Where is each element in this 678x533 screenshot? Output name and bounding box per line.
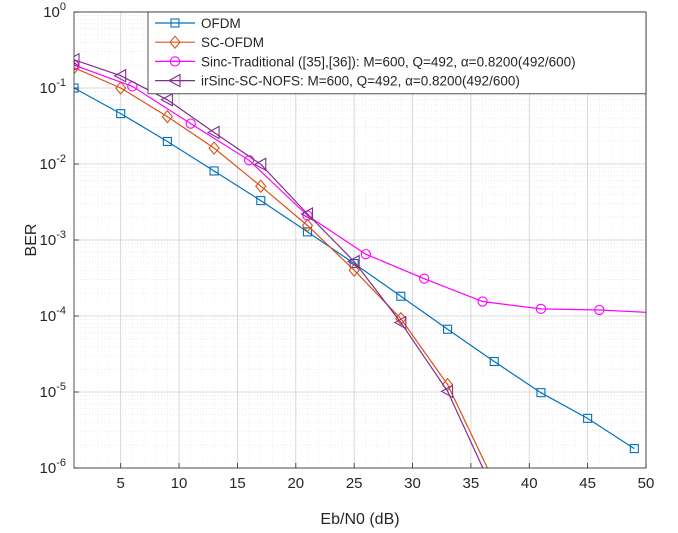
data-point: [302, 227, 313, 237]
x-tick-label: 25: [346, 475, 363, 492]
legend: OFDM SC-OFDM Sinc-Traditional ([35],[36]):…: [147, 11, 647, 95]
x-tick-label: 10: [171, 475, 188, 492]
series-4: [74, 52, 484, 468]
legend-box: [147, 11, 647, 95]
data-point: [348, 263, 360, 278]
tick-layer: 5 10 15 20 25 30 35 40 45 50 100 10-1 10-2 10-3 10-4 10…: [40, 1, 655, 492]
data-point: [208, 141, 220, 155]
legend-label: irSinc-SC-NOFS: M=600, Q=492, α=0.8200(4…: [201, 74, 520, 89]
x-tick-label: 45: [579, 475, 596, 492]
y-tick-label: 100: [43, 1, 66, 21]
data-point: [419, 273, 430, 284]
data-point: [443, 324, 453, 334]
legend-marker: [169, 35, 181, 50]
x-tick-label: 40: [521, 475, 538, 492]
data-point: [347, 254, 360, 269]
legend-marker: [169, 56, 181, 67]
data-point: [300, 207, 314, 221]
legend-marker: [170, 18, 180, 28]
data-point: [209, 166, 219, 176]
data-point: [536, 388, 546, 398]
legend-entry: irSinc-SC-NOFS: M=600, Q=492, α=0.8200(4…: [155, 74, 520, 89]
data-point: [255, 179, 267, 194]
x-tick-label: 35: [463, 475, 480, 492]
y-tick-label: 10-5: [40, 381, 66, 401]
y-tick-label: 10-1: [40, 77, 66, 97]
x-axis-label: Eb/N0 (dB): [320, 511, 399, 528]
data-point: [594, 304, 605, 316]
data-point: [393, 315, 407, 330]
data-point: [440, 384, 454, 399]
x-tick-label: 15: [229, 475, 246, 492]
data-point: [535, 303, 547, 315]
y-tick-label: 10-4: [40, 305, 66, 325]
series-layer: [74, 52, 646, 468]
data-point: [629, 444, 639, 454]
x-tick-label: 50: [638, 475, 655, 492]
legend-entry: Sinc-Traditional ([35],[36]): M=600, Q=4…: [155, 54, 576, 69]
y-tick-label: 10-3: [40, 229, 66, 249]
data-point: [185, 118, 196, 129]
data-point: [114, 81, 127, 95]
x-tick-label: 5: [117, 475, 125, 492]
data-point: [477, 296, 488, 307]
data-point: [113, 68, 127, 83]
data-point: [74, 52, 80, 67]
series-clip-group: [74, 52, 646, 468]
y-tick-label: 10-2: [40, 153, 66, 173]
series-line: [74, 64, 646, 313]
series-line: [74, 67, 489, 468]
data-point: [360, 249, 371, 260]
legend-label: SC-OFDM: [201, 35, 264, 50]
legend-label: OFDM: [201, 16, 241, 31]
y-tick-label: 10-6: [40, 457, 66, 477]
data-point: [116, 109, 126, 119]
data-point: [162, 136, 172, 147]
legend-entry: SC-OFDM: [155, 35, 264, 50]
legend-marker: [167, 73, 181, 88]
data-point: [161, 109, 174, 124]
x-tick-label: 30: [404, 475, 421, 492]
data-point: [206, 125, 220, 140]
data-point: [301, 218, 314, 233]
data-point: [160, 92, 173, 107]
data-point: [253, 157, 267, 172]
y-axis-label: BER: [23, 224, 40, 257]
data-point: [583, 413, 593, 423]
data-point: [396, 291, 406, 301]
series-line: [74, 59, 484, 468]
legend-label: Sinc-Traditional ([35],[36]): M=600, Q=4…: [201, 54, 576, 69]
data-point: [256, 196, 266, 206]
x-tick-label: 20: [287, 475, 304, 492]
data-point: [489, 356, 499, 367]
data-point: [349, 258, 359, 269]
data-point: [395, 311, 407, 326]
legend-entry: OFDM: [155, 16, 241, 31]
